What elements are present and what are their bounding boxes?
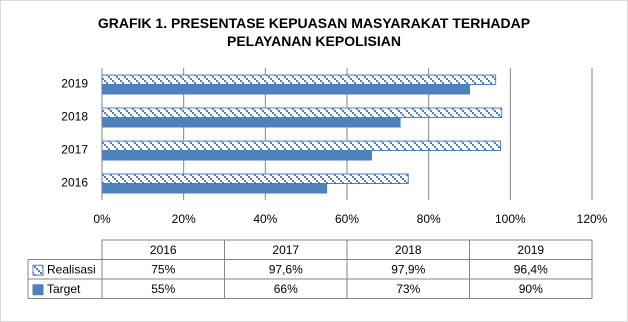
table-header: 2018 — [395, 243, 422, 257]
bar — [101, 84, 470, 95]
data-label: 96,4% — [514, 262, 548, 276]
data-label: 90% — [519, 282, 543, 296]
data-label: 66% — [274, 282, 298, 296]
x-tick-label: 80% — [417, 212, 441, 226]
table-header: 2016 — [150, 243, 177, 257]
chart-title: GRAFIK 1. PRESENTASE KEPUASAN MASYARAKAT… — [97, 15, 531, 49]
x-tick-label: 40% — [253, 212, 277, 226]
x-tick-label: 60% — [335, 212, 359, 226]
x-tick-label: 0% — [93, 212, 111, 226]
data-label: 73% — [396, 282, 420, 296]
table-header: 2019 — [517, 243, 544, 257]
x-tick-label: 20% — [172, 212, 196, 226]
x-tick-label: 120% — [577, 212, 608, 226]
legend-key — [32, 284, 44, 296]
bar — [101, 183, 328, 194]
table-header: 2017 — [272, 243, 299, 257]
y-tick-label: 2017 — [61, 143, 88, 157]
bar — [101, 140, 502, 151]
legend-label: Target — [47, 282, 81, 296]
y-tick-label: 2019 — [61, 77, 88, 91]
data-label: 97,6% — [269, 262, 303, 276]
y-tick-label: 2016 — [61, 176, 88, 190]
data-label: 97,9% — [391, 262, 425, 276]
y-tick-label: 2018 — [61, 110, 88, 124]
legend-label: Realisasi — [47, 262, 96, 276]
bar — [101, 150, 372, 161]
bar — [101, 117, 401, 128]
data-label: 75% — [151, 262, 175, 276]
legend-key — [32, 264, 44, 276]
bar — [101, 74, 497, 85]
bar — [101, 173, 409, 184]
x-tick-label: 100% — [495, 212, 526, 226]
bar — [101, 107, 503, 118]
data-label: 55% — [151, 282, 175, 296]
